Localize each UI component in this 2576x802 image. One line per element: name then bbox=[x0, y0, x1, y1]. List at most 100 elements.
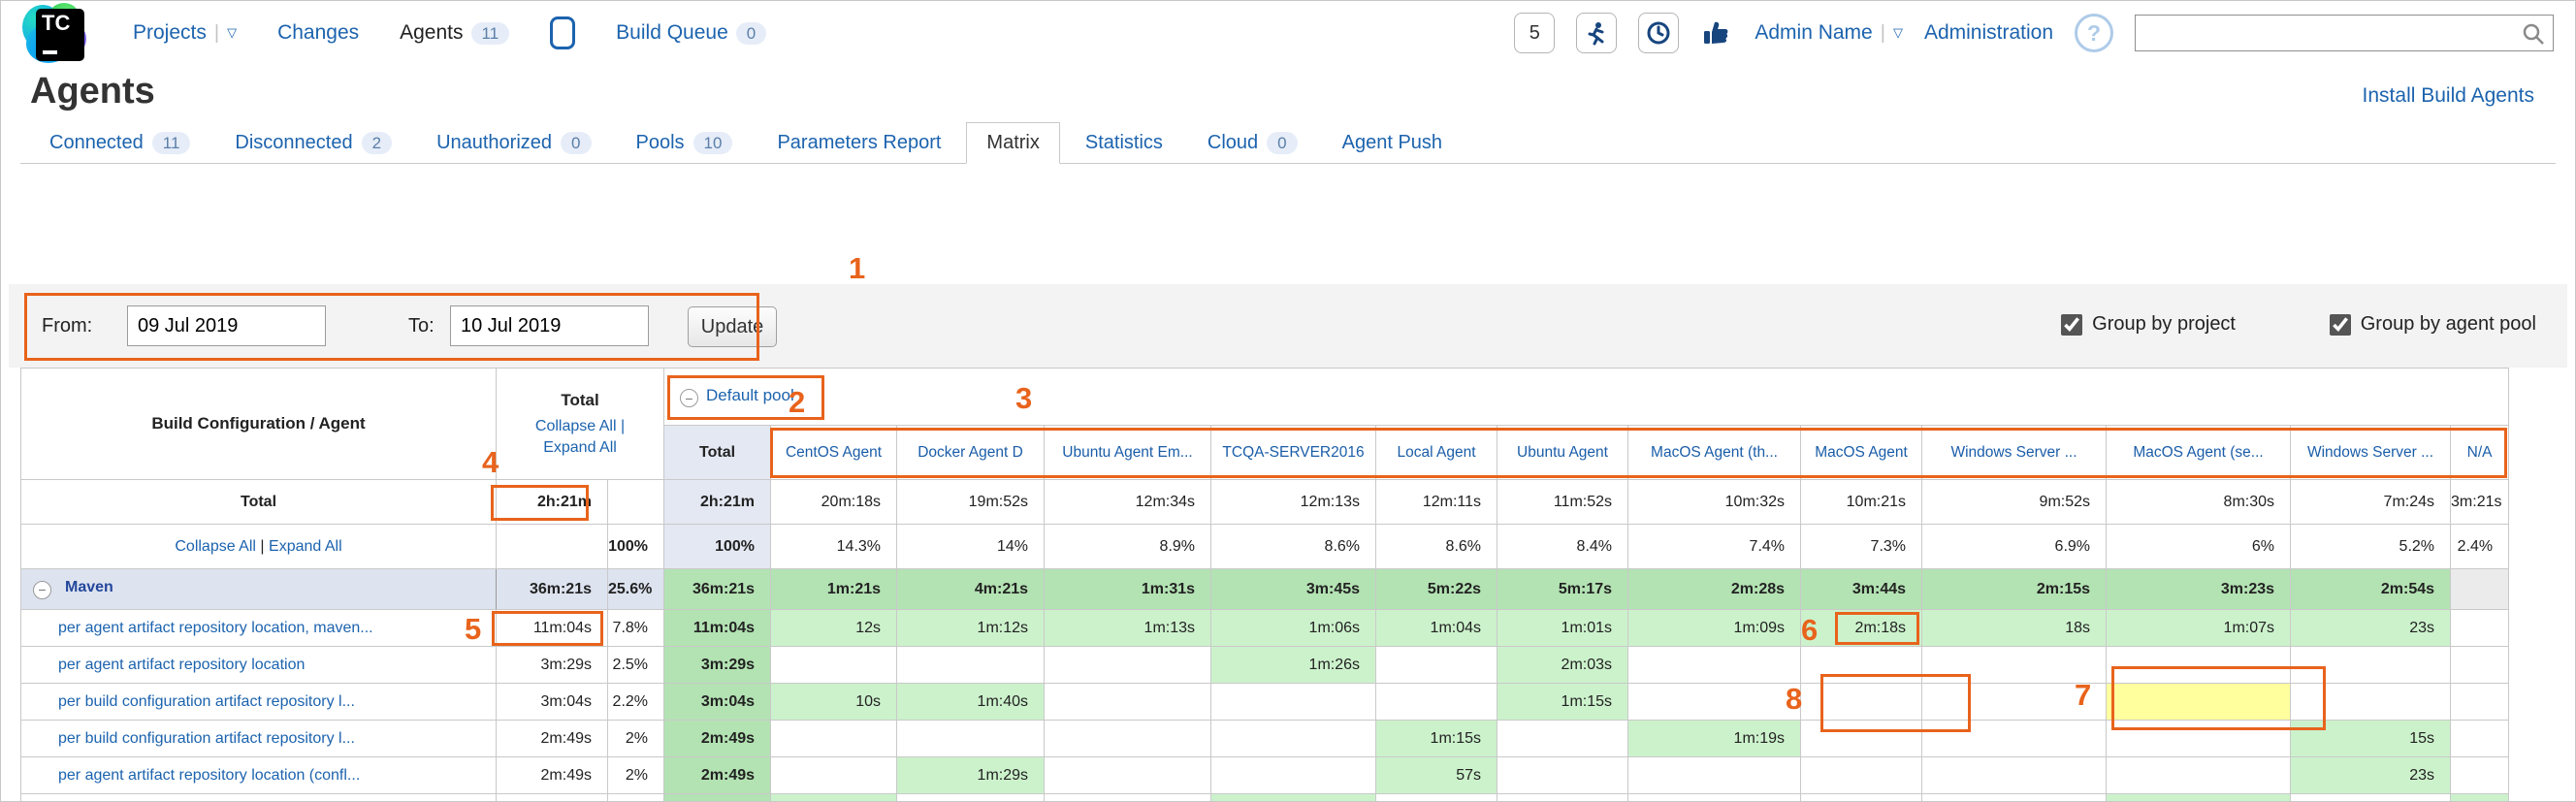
group-by-project-checkbox[interactable] bbox=[2061, 313, 2083, 336]
matrix-cell: 57s bbox=[1375, 756, 1498, 794]
collapse-toggle-icon[interactable]: − bbox=[680, 389, 699, 408]
tab-unauthorized[interactable]: Unauthorized 0 bbox=[417, 123, 610, 163]
matrix-cell: 7.3% bbox=[1800, 524, 1923, 569]
matrix-cell: 8.9% bbox=[1044, 524, 1212, 569]
default-pool-link[interactable]: Default pool bbox=[706, 385, 794, 404]
tab-disconnected[interactable]: Disconnected 2 bbox=[215, 123, 411, 163]
matrix-cell: 10m:21s bbox=[1800, 479, 1923, 525]
from-date-input[interactable] bbox=[127, 305, 326, 346]
search-icon[interactable] bbox=[2521, 21, 2546, 47]
build-config-row-name: per build configuration artifact reposit… bbox=[20, 720, 497, 757]
history-button[interactable] bbox=[1638, 13, 1680, 53]
matrix-cell bbox=[1210, 720, 1377, 757]
agent-link[interactable]: Windows Server ... bbox=[1950, 443, 2077, 461]
agent-link[interactable]: N/A bbox=[2466, 443, 2493, 461]
tab-pools[interactable]: Pools 10 bbox=[617, 123, 753, 163]
expand-all-link[interactable]: Expand All bbox=[269, 537, 342, 555]
tab-agent-push[interactable]: Agent Push bbox=[1341, 132, 1443, 153]
administration-link[interactable]: Administration bbox=[1923, 21, 2053, 44]
build-config-link[interactable]: per agent artifact repository location (… bbox=[58, 766, 361, 784]
matrix-cell bbox=[770, 756, 898, 794]
group-by-project-option[interactable]: Group by project bbox=[2061, 313, 2236, 336]
agent-link[interactable]: Ubuntu Agent bbox=[1517, 443, 1608, 461]
matrix-cell bbox=[2106, 683, 2292, 721]
group-by-agent-pool-option[interactable]: Group by agent pool bbox=[2329, 313, 2536, 336]
agent-link[interactable]: Ubuntu Agent Em... bbox=[1062, 443, 1193, 461]
agent-link[interactable]: TCQA-SERVER2016 bbox=[1222, 443, 1365, 461]
agent-link[interactable]: MacOS Agent bbox=[1815, 443, 1908, 461]
pool-total-column-header: Total bbox=[663, 425, 772, 480]
agent-link[interactable]: MacOS Agent (th... bbox=[1651, 443, 1778, 461]
clock-icon bbox=[1647, 21, 1670, 45]
nav-projects[interactable]: Projects | ▽ bbox=[133, 21, 237, 45]
agent-link[interactable]: CentOS Agent bbox=[785, 443, 883, 461]
matrix-cell bbox=[1627, 756, 1802, 794]
to-date-input[interactable] bbox=[450, 305, 649, 346]
collapse-all-link[interactable]: Collapse All | bbox=[534, 418, 626, 434]
build-config-link[interactable]: per agent artifact repository location bbox=[58, 656, 306, 673]
agent-column-header: Docker Agent D bbox=[896, 425, 1046, 480]
matrix-cell: 1m:40s bbox=[896, 683, 1046, 721]
nav-agents[interactable]: Agents 11 bbox=[400, 21, 510, 45]
tab-cloud[interactable]: Cloud 0 bbox=[1188, 123, 1317, 163]
build-config-row-name bbox=[20, 793, 497, 801]
build-config-link[interactable]: per agent artifact repository location, … bbox=[58, 619, 373, 636]
agent-status-icon[interactable] bbox=[550, 16, 576, 49]
teamcity-logo-icon[interactable]: TC bbox=[22, 3, 92, 63]
tab-statistics[interactable]: Statistics bbox=[1084, 132, 1163, 153]
agent-column-header: N/A bbox=[2450, 425, 2510, 480]
expand-all-link[interactable]: Expand All bbox=[543, 439, 617, 456]
agent-link[interactable]: MacOS Agent (se... bbox=[2133, 443, 2264, 461]
agent-link[interactable]: Docker Agent D bbox=[918, 443, 1023, 461]
collapse-expand-row-label: Collapse All | Expand All bbox=[20, 524, 497, 569]
matrix-cell: 2m:49s bbox=[663, 756, 772, 794]
changes-link[interactable]: Changes bbox=[277, 21, 360, 44]
build-config-link[interactable]: per build configuration artifact reposit… bbox=[58, 729, 355, 747]
chevron-down-icon[interactable]: ▽ bbox=[1892, 25, 1903, 40]
matrix-cell bbox=[1921, 720, 2108, 757]
agent-link[interactable]: Local Agent bbox=[1397, 443, 1476, 461]
investigations-button[interactable] bbox=[1576, 13, 1618, 53]
matrix-cell: 2m:54s bbox=[2290, 568, 2452, 610]
build-config-link[interactable]: per build configuration artifact reposit… bbox=[58, 692, 355, 710]
install-build-agents-link[interactable]: Install Build Agents bbox=[2362, 84, 2534, 107]
matrix-cell: 100% bbox=[663, 524, 772, 569]
tab-parameters-report[interactable]: Parameters Report bbox=[777, 132, 942, 153]
group-by-agent-pool-checkbox[interactable] bbox=[2329, 313, 2351, 336]
matrix-cell: 2.4% bbox=[2450, 524, 2510, 569]
help-icon[interactable]: ? bbox=[2075, 14, 2113, 52]
project-group-link[interactable]: Maven bbox=[65, 579, 113, 596]
total-pct-cell bbox=[606, 479, 665, 525]
matrix-cell: 4m:21s bbox=[896, 568, 1046, 610]
user-name-link[interactable]: Admin Name bbox=[1755, 21, 1873, 44]
tab-connected[interactable]: Connected 11 bbox=[30, 123, 209, 163]
agent-column-header: Ubuntu Agent bbox=[1497, 425, 1629, 480]
config-time-cell: 2m:49s bbox=[496, 756, 608, 794]
matrix-cell: 1m:09s bbox=[1627, 609, 1802, 647]
agents-link[interactable]: Agents bbox=[400, 21, 464, 44]
chevron-down-icon[interactable]: ▽ bbox=[227, 25, 238, 40]
matrix-cell: 1m:12s bbox=[896, 609, 1046, 647]
matrix-cell: 12m:34s bbox=[1044, 479, 1212, 525]
collapse-all-link[interactable]: Collapse All bbox=[175, 537, 256, 555]
thumbs-up-icon[interactable] bbox=[1700, 16, 1733, 49]
matrix-cell: 2m:15s bbox=[1921, 568, 2108, 610]
matrix-cell: 5m:17s bbox=[1497, 568, 1629, 610]
collapse-toggle-icon[interactable]: − bbox=[33, 580, 51, 599]
matrix-cell: 8.6% bbox=[1210, 524, 1377, 569]
update-button[interactable]: Update bbox=[688, 306, 777, 347]
nav-build-queue[interactable]: Build Queue 0 bbox=[616, 21, 767, 45]
config-pct-cell: 2.2% bbox=[606, 683, 665, 721]
build-queue-link[interactable]: Build Queue bbox=[616, 21, 728, 44]
nav-user[interactable]: Admin Name | ▽ bbox=[1755, 21, 1903, 45]
matrix-cell: 12s bbox=[770, 609, 898, 647]
tab-matrix[interactable]: Matrix bbox=[966, 122, 1060, 164]
agent-link[interactable]: Windows Server ... bbox=[2306, 443, 2434, 461]
tab-count-badge: 0 bbox=[561, 132, 592, 154]
projects-link[interactable]: Projects bbox=[133, 21, 207, 44]
matrix-cell: 10s bbox=[770, 683, 898, 721]
search-input[interactable] bbox=[2135, 15, 2554, 51]
matrix-cell bbox=[2106, 720, 2292, 757]
top-nav-right: 5 Admin Name | ▽ bbox=[1514, 13, 2554, 53]
counter-button[interactable]: 5 bbox=[1514, 13, 1556, 53]
